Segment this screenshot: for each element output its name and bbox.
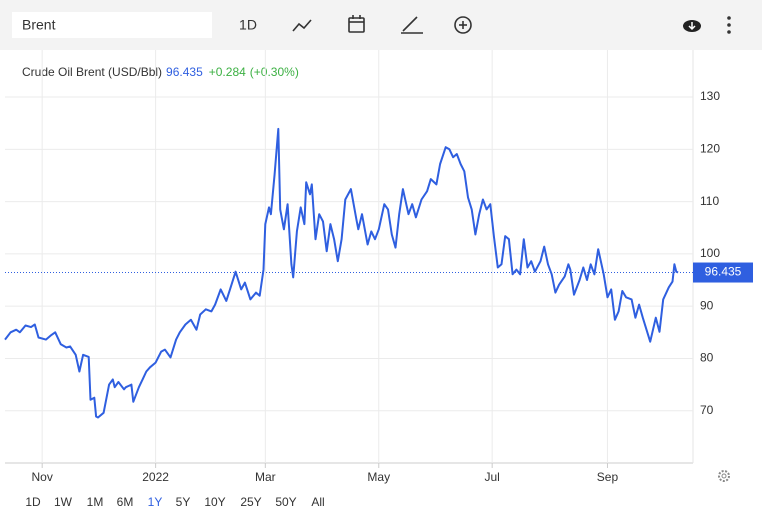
settings-icon[interactable]: [718, 470, 730, 482]
x-tick-label: Nov: [32, 470, 53, 484]
range-button[interactable]: 25Y: [240, 495, 261, 509]
y-tick-label: 100: [700, 246, 720, 260]
range-button[interactable]: All: [311, 495, 324, 509]
current-price-label: 96.435: [705, 265, 742, 279]
calendar-icon[interactable]: [348, 15, 365, 33]
range-button[interactable]: 1W: [54, 495, 73, 509]
search-text[interactable]: Brent: [22, 17, 56, 33]
range-button[interactable]: 5Y: [176, 495, 191, 509]
legend-change: +0.284: [209, 65, 246, 79]
menu-icon[interactable]: [727, 16, 731, 34]
range-button[interactable]: 50Y: [275, 495, 296, 509]
legend-name: Crude Oil Brent (USD/Bbl): [22, 65, 162, 79]
add-icon[interactable]: [454, 16, 472, 34]
x-tick-label: Sep: [597, 470, 619, 484]
x-tick-label: Jul: [485, 470, 500, 484]
legend-change-pct: (+0.30%): [250, 65, 299, 79]
y-tick-label: 110: [700, 194, 719, 208]
range-button[interactable]: 10Y: [204, 495, 225, 509]
x-tick-label: 2022: [142, 470, 169, 484]
range-button[interactable]: 6M: [117, 495, 134, 509]
search-box[interactable]: [12, 12, 212, 38]
y-tick-label: 120: [700, 142, 720, 156]
y-tick-label: 130: [700, 89, 720, 103]
draw-icon[interactable]: [401, 16, 423, 34]
interval-button[interactable]: 1D: [239, 17, 257, 33]
chart-type-icon[interactable]: [292, 19, 312, 32]
legend-price: 96.435: [166, 65, 203, 79]
y-tick-label: 80: [700, 351, 714, 365]
range-button[interactable]: 1Y: [148, 495, 163, 509]
range-button[interactable]: 1M: [87, 495, 104, 509]
range-button[interactable]: 1D: [25, 495, 41, 509]
y-tick-label: 70: [700, 403, 714, 417]
download-icon[interactable]: [683, 20, 701, 32]
legend: Crude Oil Brent (USD/Bbl) 96.435 +0.284 (+0…: [22, 65, 299, 79]
x-tick-label: May: [367, 470, 390, 484]
y-tick-label: 90: [700, 298, 714, 312]
price-line: [4, 127, 679, 419]
current-price-tag: [693, 262, 753, 283]
x-tick-label: Mar: [255, 470, 276, 484]
